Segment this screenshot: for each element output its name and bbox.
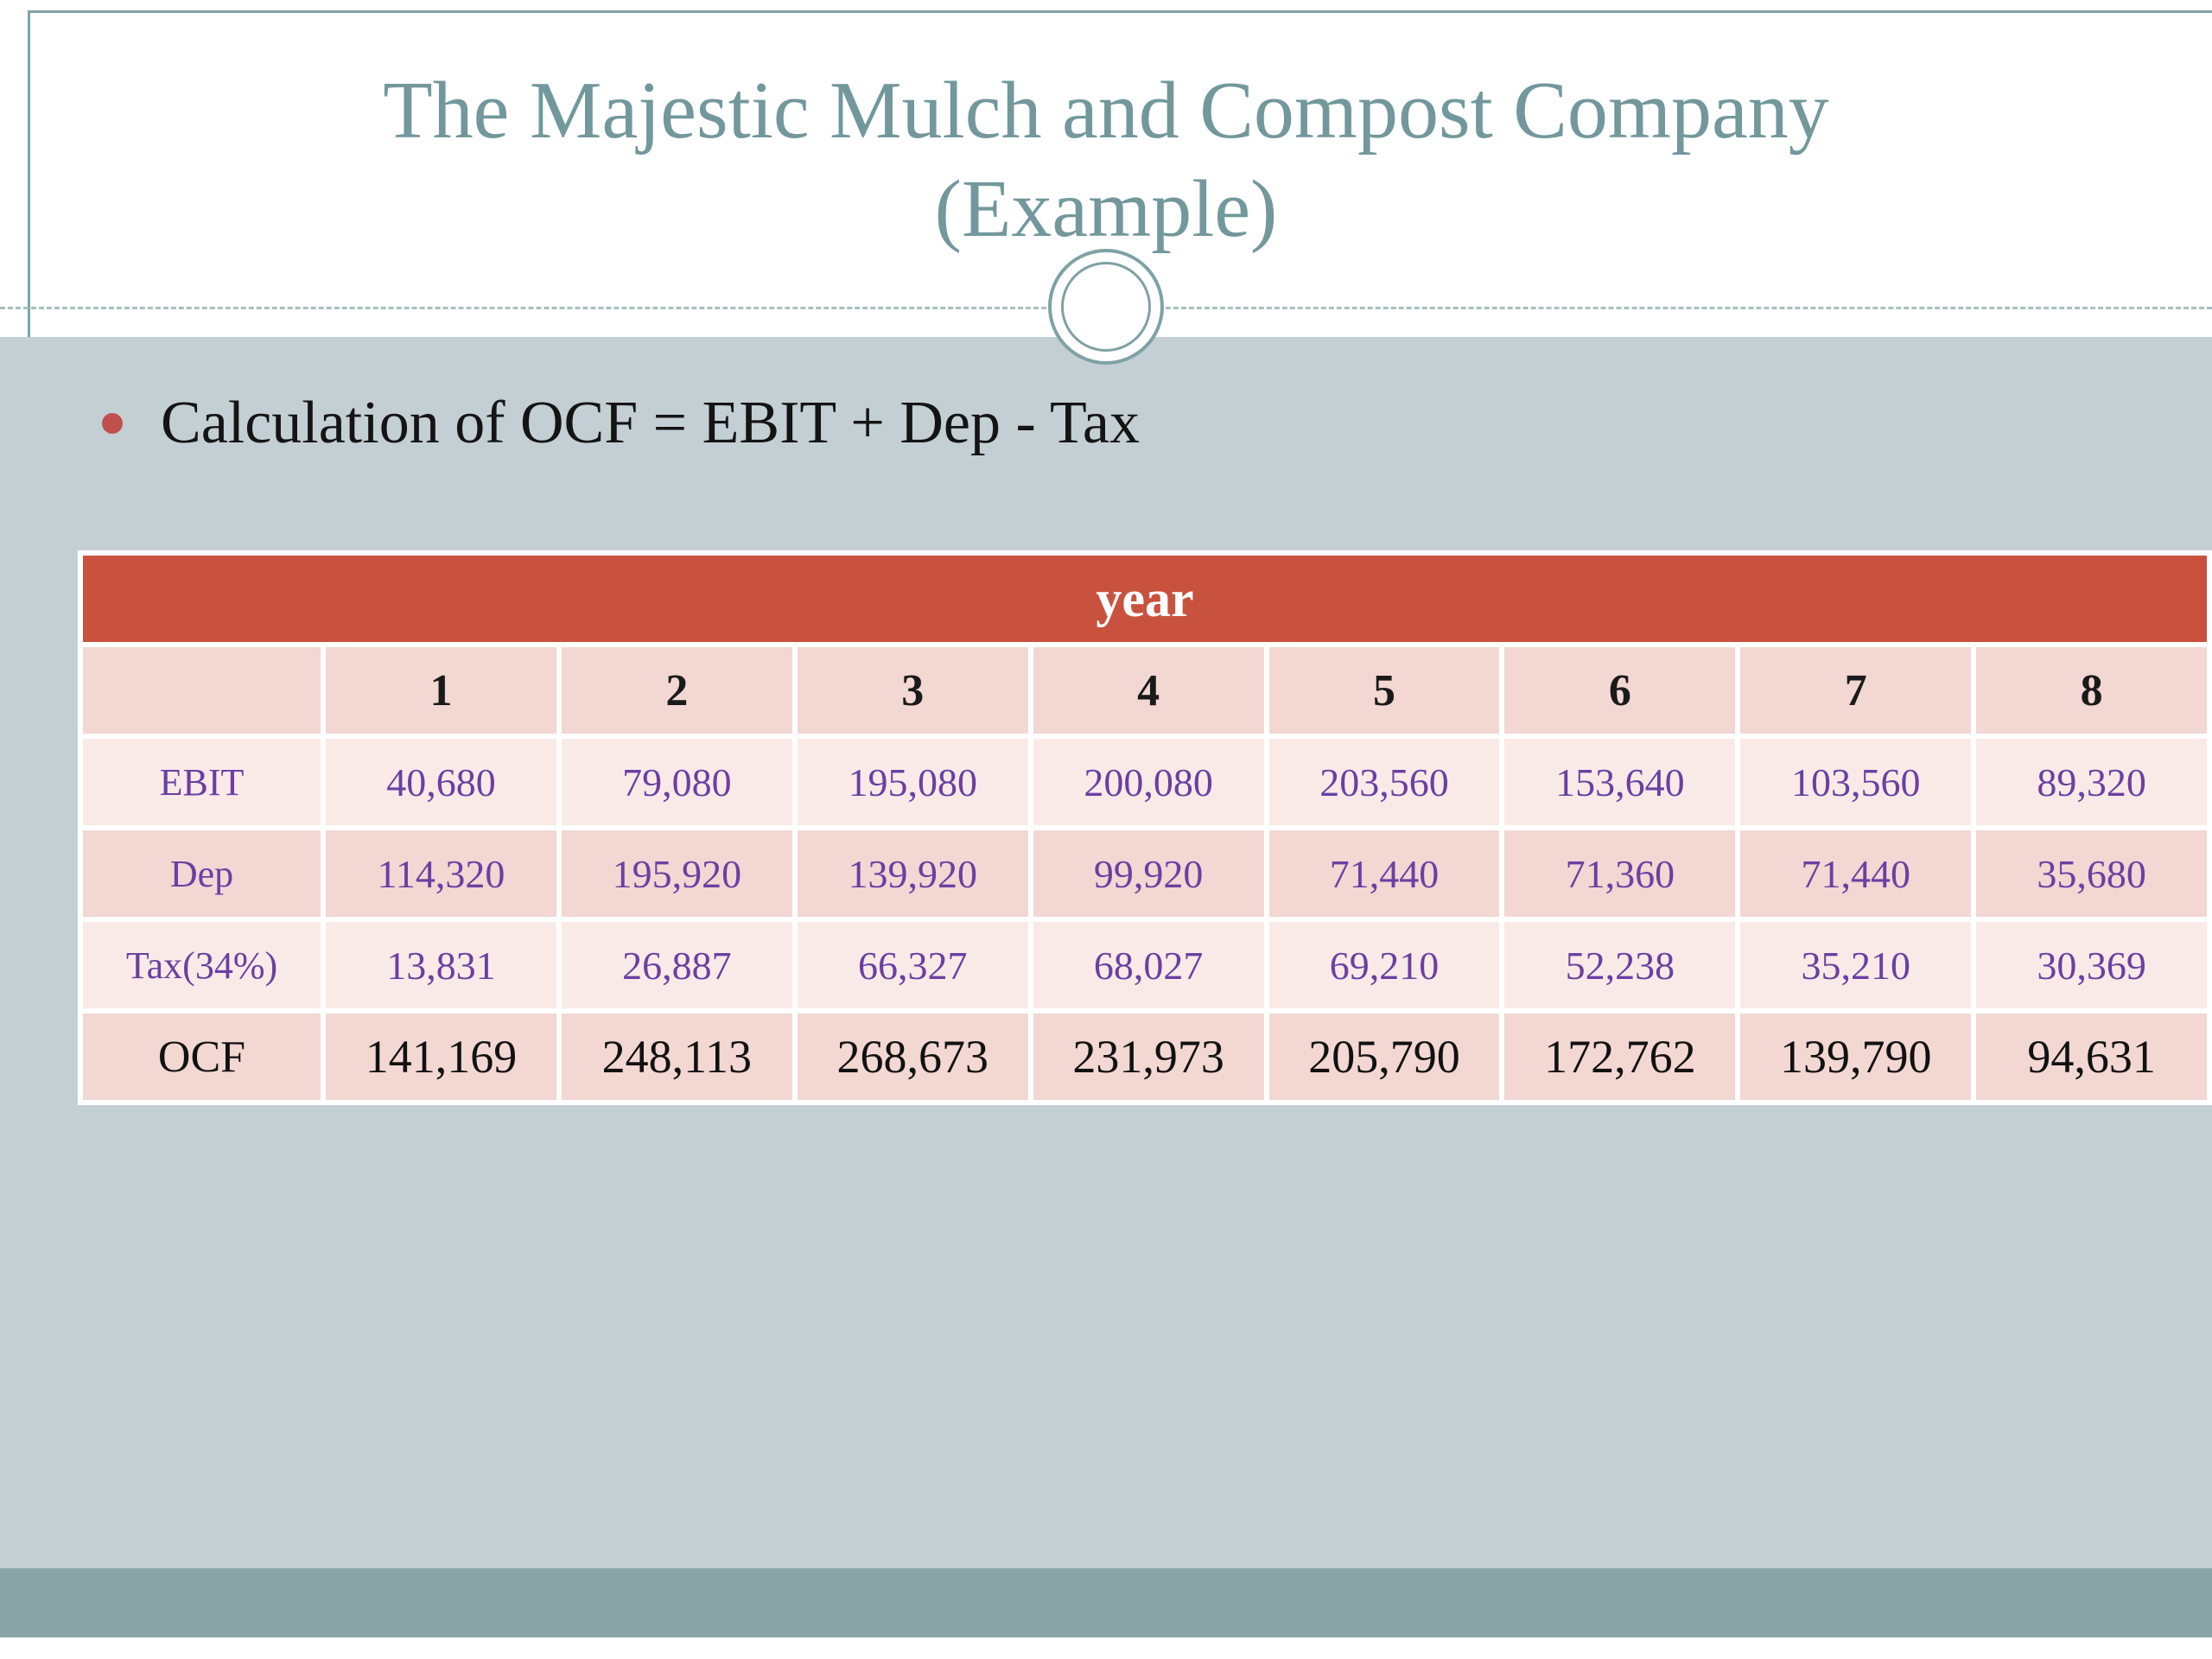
column-header-4: 4: [1033, 647, 1264, 734]
column-header-7: 7: [1740, 647, 1972, 734]
table-cell-ebit-y2: 79,080: [561, 739, 792, 825]
table-cell-ebit-y8: 89,320: [1976, 739, 2207, 825]
table-cell-dep-y6: 71,360: [1504, 830, 1736, 917]
table-cell-dep-y3: 139,920: [797, 830, 1028, 917]
table-cell-ebit-y1: 40,680: [326, 739, 556, 825]
table-cell-tax(34%)-y1: 13,831: [326, 922, 556, 1008]
table-cell-tax(34%)-y4: 68,027: [1033, 922, 1264, 1008]
bullet-line: Calculation of OCF = EBIT + Dep - Tax: [102, 389, 1140, 458]
table-cell-ebit-y4: 200,080: [1033, 739, 1264, 825]
column-header-6: 6: [1504, 647, 1736, 734]
slide-title-line-1: The Majestic Mulch and Compost Company: [383, 65, 1829, 156]
table-cell-ocf-y1: 141,169: [326, 1014, 556, 1100]
row-label-ocf: OCF: [83, 1014, 321, 1100]
column-header-2: 2: [561, 647, 792, 734]
table-cell-ocf-y5: 205,790: [1268, 1014, 1500, 1100]
table-cell-ocf-y3: 268,673: [797, 1014, 1028, 1100]
column-header-5: 5: [1268, 647, 1500, 734]
table-cell-ebit-y5: 203,560: [1268, 739, 1500, 825]
bullet-text: Calculation of OCF = EBIT + Dep - Tax: [161, 390, 1140, 456]
table-cell-ocf-y6: 172,762: [1504, 1014, 1736, 1100]
table-cell-tax(34%)-y6: 52,238: [1504, 922, 1736, 1008]
slide-title-line-2: (Example): [934, 164, 1278, 255]
table-year-header: year: [83, 556, 2207, 642]
table-cell-tax(34%)-y8: 30,369: [1976, 922, 2207, 1008]
table-cell-ocf-y7: 139,790: [1740, 1014, 1972, 1100]
table-cell-tax(34%)-y7: 35,210: [1740, 922, 1972, 1008]
footer-bar: [0, 1568, 2212, 1637]
top-border-rule: [28, 10, 2212, 13]
divider-circle-inner-ring: [1061, 262, 1151, 352]
table-cell-ocf-y4: 231,973: [1033, 1014, 1264, 1100]
data-table: year 1 2 3 4 5 6 7 8 EBIT 40,680 79,080 195,080 200,…: [83, 556, 2207, 1100]
ocf-table-wrap: year 1 2 3 4 5 6 7 8 EBIT 40,680 79,080 195,080 200,…: [78, 550, 2212, 1105]
table-cell-ocf-y2: 248,113: [561, 1014, 792, 1100]
table-cell-dep-y1: 114,320: [326, 830, 556, 917]
table-cell-tax(34%)-y2: 26,887: [561, 922, 792, 1008]
table-cell-ebit-y3: 195,080: [797, 739, 1028, 825]
table-cell-ebit-y7: 103,560: [1740, 739, 1972, 825]
bullet-dot-icon: [102, 413, 123, 434]
table-cell-tax(34%)-y3: 66,327: [797, 922, 1028, 1008]
title-band: The Majestic Mulch and Compost Company (…: [0, 0, 2212, 307]
table-cell-dep-y2: 195,920: [561, 830, 792, 917]
table-cell-dep-y7: 71,440: [1740, 830, 1972, 917]
table-cell-dep-y4: 99,920: [1033, 830, 1264, 917]
table-cell-dep-y5: 71,440: [1268, 830, 1500, 917]
divider-circle-ornament-icon: [1048, 249, 1164, 365]
table-cell-ebit-y6: 153,640: [1504, 739, 1736, 825]
left-border-rule: [28, 10, 30, 337]
table-cell-ocf-y8: 94,631: [1976, 1014, 2207, 1100]
column-header-8: 8: [1976, 647, 2207, 734]
column-header-1: 1: [326, 647, 556, 734]
row-label-dep: Dep: [83, 830, 321, 917]
column-header-3: 3: [797, 647, 1028, 734]
table-corner-cell: [83, 647, 321, 734]
table-cell-tax(34%)-y5: 69,210: [1268, 922, 1500, 1008]
row-label-ebit: EBIT: [83, 739, 321, 825]
table-cell-dep-y8: 35,680: [1976, 830, 2207, 917]
row-label-tax(34%): Tax(34%): [83, 922, 321, 1008]
